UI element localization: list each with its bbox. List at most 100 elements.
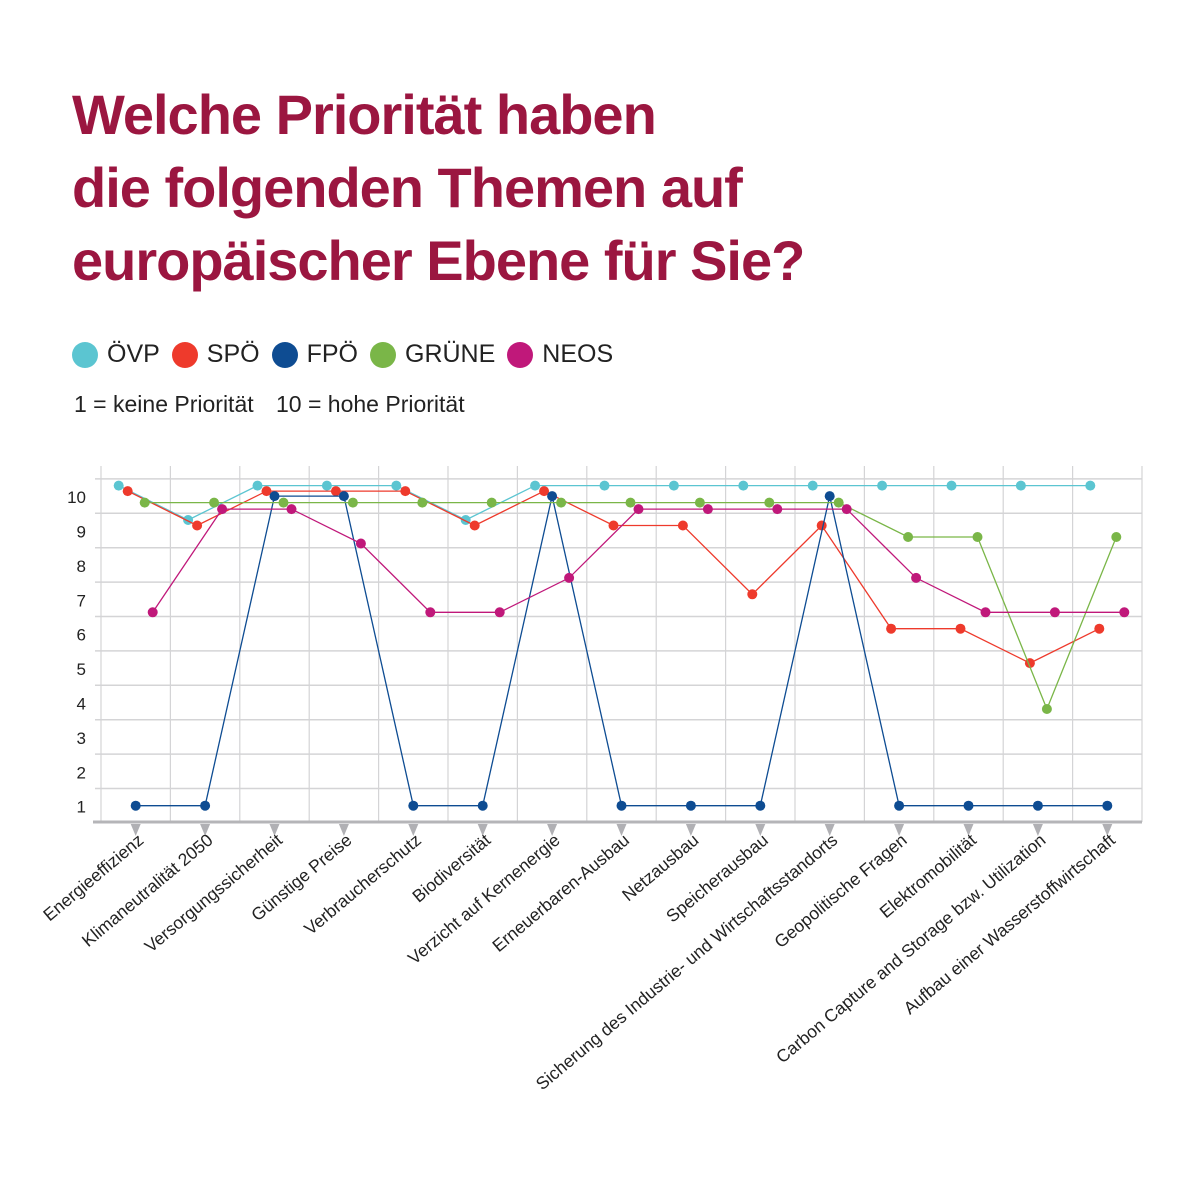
series-line <box>127 490 1100 664</box>
legend-label: FPÖ <box>306 340 358 368</box>
data-point <box>903 532 914 542</box>
scale-note-low: 1 = keine Priorität <box>74 391 254 417</box>
data-point <box>764 497 775 508</box>
data-point <box>278 497 289 508</box>
chart-title: Welche Priorität haben die folgenden The… <box>72 78 805 297</box>
x-tick-marker-icon <box>1032 824 1043 836</box>
y-tick-label: 2 <box>77 763 86 782</box>
data-point <box>668 480 679 491</box>
data-point <box>564 572 575 583</box>
y-tick-label: 5 <box>77 660 86 679</box>
data-point <box>755 800 766 811</box>
data-point <box>1102 800 1113 811</box>
data-point <box>400 486 411 497</box>
data-point <box>200 800 211 811</box>
legend: ÖVP SPÖ FPÖ GRÜNE NEOS <box>72 340 625 369</box>
x-tick-marker-icon <box>200 824 211 836</box>
data-point <box>1085 480 1096 491</box>
data-point <box>330 486 341 497</box>
x-tick-marker-icon <box>616 824 627 836</box>
data-point <box>946 480 957 491</box>
x-tick-marker-icon <box>408 824 419 836</box>
data-point <box>269 491 280 502</box>
y-tick-label: 6 <box>77 626 86 645</box>
series-neos <box>147 504 1130 618</box>
data-point <box>980 607 991 618</box>
x-tick-marker-icon <box>338 824 349 836</box>
data-point <box>547 491 558 502</box>
data-point <box>217 504 228 515</box>
data-point <box>391 480 402 491</box>
data-point <box>738 480 749 491</box>
data-point <box>824 491 835 502</box>
legend-item-gruene: GRÜNE <box>370 340 495 369</box>
x-tick-marker-icon <box>685 824 696 836</box>
x-tick-marker-icon <box>963 824 974 836</box>
legend-marker-icon <box>72 341 98 368</box>
data-point <box>841 504 852 515</box>
x-tick-marker-icon <box>755 824 766 836</box>
title-line-1: Welche Priorität haben <box>72 83 657 146</box>
data-point <box>677 520 688 531</box>
data-point <box>261 486 272 497</box>
y-tick-label: 9 <box>77 523 86 542</box>
data-point <box>417 497 428 508</box>
data-point <box>408 800 419 811</box>
data-point <box>772 504 783 515</box>
data-point <box>347 497 358 508</box>
data-point <box>321 480 332 491</box>
legend-label: ÖVP <box>107 340 160 368</box>
data-point <box>113 480 124 491</box>
data-point <box>747 589 758 600</box>
legend-marker-icon <box>171 341 198 368</box>
x-tick-label: Erneuerbaren-Ausbau <box>488 830 633 956</box>
data-point <box>608 520 619 531</box>
y-tick-label: 10 <box>67 488 86 507</box>
legend-label: NEOS <box>542 340 614 368</box>
x-tick-marker-icon <box>824 824 835 836</box>
legend-item-oevp: ÖVP <box>72 340 160 369</box>
series-line <box>152 508 1125 613</box>
legend-marker-icon <box>370 341 396 368</box>
x-tick-marker-icon <box>269 824 280 836</box>
data-point <box>1041 704 1052 714</box>
data-point <box>147 607 158 618</box>
data-point <box>807 480 818 491</box>
data-point <box>894 800 905 811</box>
data-point <box>252 480 263 491</box>
data-point <box>477 800 488 811</box>
data-point <box>539 486 550 497</box>
x-tick-marker-icon <box>477 824 488 836</box>
x-tick-marker-icon <box>1102 824 1113 836</box>
legend-marker-icon <box>507 341 534 368</box>
data-point <box>355 538 366 549</box>
data-point <box>556 497 567 508</box>
data-point <box>685 800 696 811</box>
x-tick-label: Verbraucherschutz <box>300 830 425 939</box>
scale-note: 1 = keine Priorität 10 = hohe Priorität <box>74 391 481 418</box>
data-point <box>530 480 541 491</box>
data-point <box>911 572 922 583</box>
data-point <box>1111 532 1122 542</box>
legend-marker-icon <box>271 341 298 368</box>
data-point <box>469 520 480 531</box>
y-tick-label: 1 <box>77 798 86 817</box>
data-point <box>192 520 203 531</box>
y-tick-label: 4 <box>77 695 86 714</box>
data-point <box>494 607 505 618</box>
data-point <box>1119 607 1130 618</box>
data-point <box>972 532 983 542</box>
series-grüne <box>139 497 1122 714</box>
data-point <box>833 497 844 508</box>
data-point <box>955 623 966 634</box>
data-point <box>209 497 220 508</box>
legend-item-spoe: SPÖ <box>171 340 260 369</box>
data-point <box>338 491 349 502</box>
data-point <box>1032 800 1043 811</box>
x-tick-marker-icon <box>894 824 905 836</box>
data-point <box>286 504 297 515</box>
legend-label: SPÖ <box>206 340 260 368</box>
data-point <box>633 504 644 515</box>
data-point <box>877 480 888 491</box>
y-tick-label: 8 <box>77 557 86 576</box>
